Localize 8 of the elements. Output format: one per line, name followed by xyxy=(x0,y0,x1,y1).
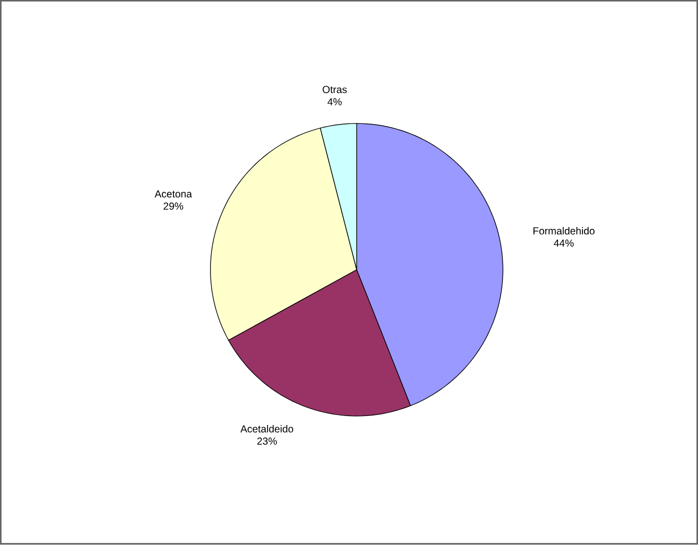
slice-label: Acetona xyxy=(154,190,192,198)
slice-label: Acetaldeido xyxy=(240,425,294,433)
data-label: 29% xyxy=(164,202,184,210)
slice-label: Otras xyxy=(322,86,347,94)
data-label: 23% xyxy=(257,438,277,445)
slice-label: Formaldehido xyxy=(533,227,595,235)
data-label: 44% xyxy=(554,240,574,247)
data-label: 4% xyxy=(328,98,342,106)
